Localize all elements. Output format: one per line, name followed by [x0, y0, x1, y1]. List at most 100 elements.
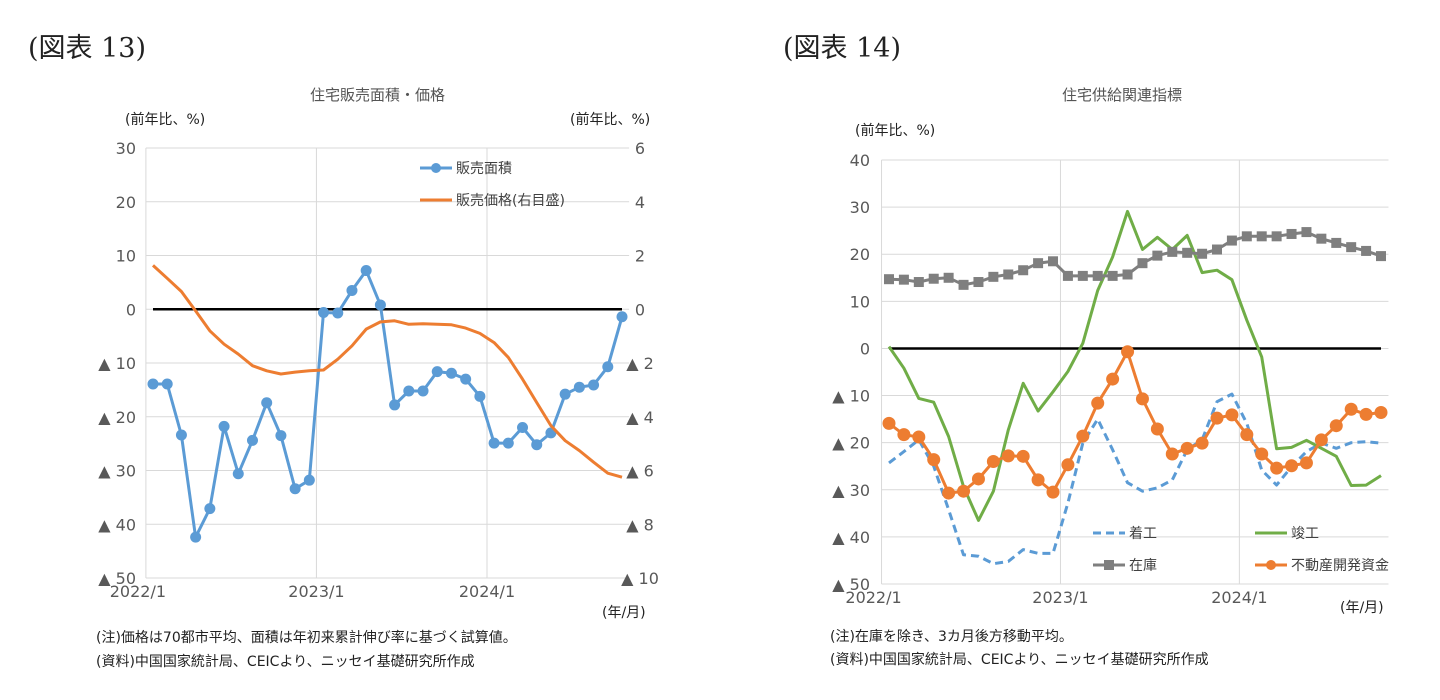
y-tick-label-right: 4 [635, 193, 645, 212]
data-point [1226, 235, 1237, 246]
data-point [1135, 392, 1149, 406]
series-line-1 [887, 209, 1382, 522]
data-point [1361, 245, 1372, 256]
data-point [928, 273, 939, 284]
y-tick-label-left: 0 [126, 300, 136, 319]
data-point [1092, 270, 1103, 281]
data-point [602, 361, 614, 373]
data-point [573, 381, 585, 393]
data-point [971, 472, 985, 486]
y-tick-label-left: ▲ 30 [832, 481, 870, 500]
data-point [958, 279, 969, 290]
data-point [1121, 345, 1135, 359]
data-point [882, 416, 896, 430]
data-point [289, 483, 301, 495]
data-point [1344, 402, 1358, 416]
data-point [1150, 422, 1164, 436]
legend-marker [1266, 560, 1276, 570]
x-tick-label: 2023/1 [288, 582, 344, 601]
data-point [1316, 233, 1327, 244]
y-tick-label-left: ▲ 30 [98, 462, 136, 481]
data-point [1016, 449, 1030, 463]
data-point [1271, 231, 1282, 242]
data-point [559, 388, 571, 400]
data-point [913, 277, 924, 288]
data-point [1256, 231, 1267, 242]
y-tick-label-left: ▲ 40 [98, 515, 136, 534]
data-point [1001, 449, 1015, 463]
data-point [1299, 456, 1313, 470]
y-tick-label-right: 0 [635, 300, 645, 319]
data-point [912, 430, 926, 444]
data-point [1062, 270, 1073, 281]
x-tick-label: 2024/1 [1211, 588, 1267, 607]
chart-14-source: (資料)中国国家統計局、CEICより、ニッセイ基礎研究所作成 [830, 652, 1209, 668]
legend-label: 着工 [1129, 526, 1157, 542]
chart-13-note: (注)価格は70都市平均、面積は年初来累計伸び率に基づく試算値。 [96, 630, 517, 646]
data-point [332, 307, 344, 319]
data-point [588, 379, 600, 391]
data-point [1137, 258, 1148, 269]
data-point [531, 439, 543, 451]
chart-13-source: (資料)中国国家統計局、CEICより、ニッセイ基礎研究所作成 [96, 654, 475, 670]
series-line-0 [888, 392, 1382, 566]
data-point [1195, 436, 1209, 450]
data-point [389, 399, 401, 411]
data-point [943, 272, 954, 283]
chart-13-title: 住宅販売面積・価格 [310, 86, 446, 104]
chart-14-note: (注)在庫を除き、3カ月後方移動平均。 [830, 629, 1073, 645]
legend-label: 在庫 [1129, 557, 1157, 574]
data-point [417, 385, 429, 397]
data-point [986, 455, 1000, 469]
y-tick-label-left: 0 [860, 339, 870, 358]
y-tick-label-left: ▲ 50 [832, 575, 870, 594]
y-tick-label-right: 6 [635, 139, 645, 158]
data-point [957, 484, 971, 498]
data-point [897, 428, 911, 442]
data-point [374, 299, 386, 311]
data-point [431, 366, 443, 378]
y-tick-label-right: ▲ 4 [626, 408, 654, 427]
data-point [204, 503, 216, 515]
series-line-3 [888, 350, 1382, 495]
data-point [517, 422, 529, 433]
data-point [502, 437, 514, 449]
y-tick-label-left: ▲ 10 [98, 354, 136, 373]
data-point [1076, 429, 1090, 443]
data-point [1240, 428, 1254, 442]
chart-13-x-unit: (年/月) [602, 605, 646, 621]
data-point [1225, 408, 1239, 422]
data-point [616, 311, 628, 323]
series-line-1 [151, 264, 623, 479]
data-point [261, 397, 273, 409]
data-point [1329, 419, 1343, 433]
data-point [1048, 256, 1058, 267]
legend-label: 販売面積 [456, 161, 512, 177]
y-tick-label-left: 40 [850, 151, 870, 170]
data-point [1031, 473, 1045, 487]
data-point [942, 486, 956, 500]
chart-14-x-unit: (年/月) [1340, 600, 1384, 616]
data-point [1046, 485, 1060, 499]
legend-label: 竣工 [1291, 526, 1319, 542]
data-point [1374, 406, 1388, 420]
data-point [884, 274, 894, 285]
y-tick-label-right: ▲ 6 [626, 462, 654, 481]
data-point [1212, 244, 1222, 255]
legend-label: 不動産開発資金 [1291, 558, 1389, 574]
data-point [1376, 251, 1386, 262]
chart-14-left-unit: (前年比、%) [855, 123, 936, 139]
y-tick-label-left: 30 [116, 139, 136, 158]
data-point [1033, 258, 1044, 269]
data-point [488, 437, 500, 449]
data-point [246, 434, 258, 446]
data-point [1314, 433, 1328, 447]
data-point [1091, 396, 1105, 410]
x-tick-label: 2024/1 [459, 582, 515, 601]
legend-marker [431, 163, 441, 173]
legend-marker [1104, 560, 1114, 570]
data-point [474, 390, 486, 402]
chart-14-title: 住宅供給関連指標 [1062, 86, 1183, 104]
data-point [898, 274, 909, 285]
